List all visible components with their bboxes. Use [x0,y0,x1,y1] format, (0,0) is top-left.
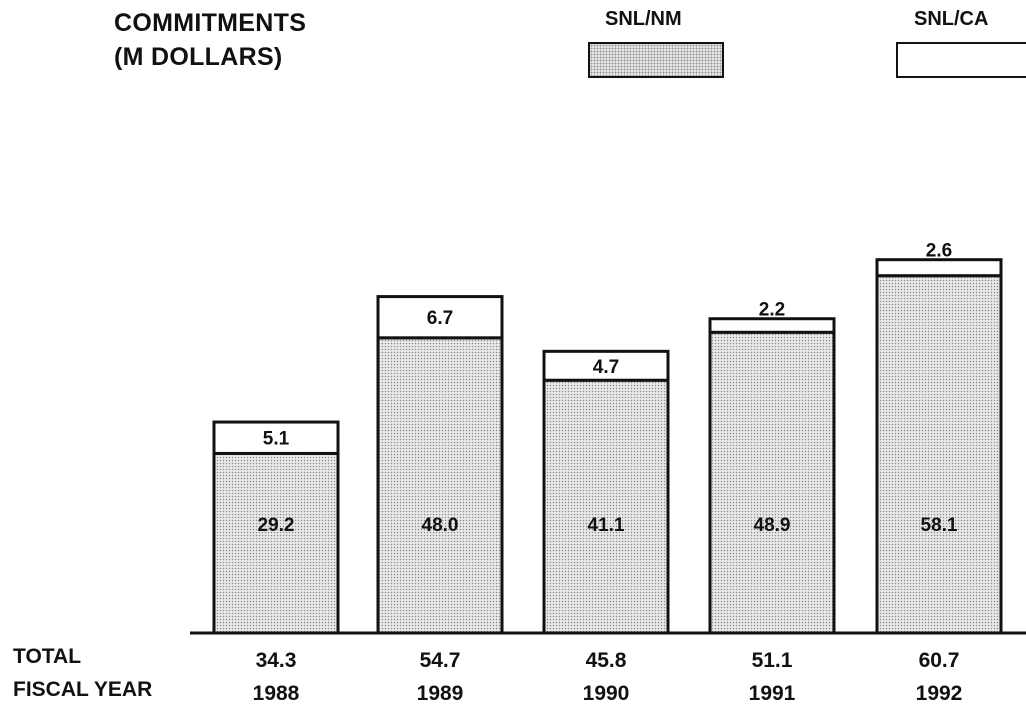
bar-snl-nm-1988 [212,451,340,635]
legend-swatch-snl-nm [588,42,724,78]
legend-label-snl-nm: SNL/NM [605,8,682,30]
legend-label-snl-ca: SNL/CA [914,8,989,30]
value-label-snl-nm-1992: 58.1 [921,515,958,536]
bar-snl-ca-1992 [875,258,1003,278]
bar-snl-nm-1990 [542,378,670,635]
fiscal-year-label-1991: 1991 [749,682,796,705]
chart-title-line-2: (M DOLLARS) [114,43,283,71]
bar-snl-ca-1991 [708,317,836,334]
value-label-snl-ca-1991: 2.2 [759,300,785,321]
chart-title: COMMITMENTS (M DOLLARS) [114,6,306,74]
bar-snl-nm-1991 [708,330,836,635]
value-label-snl-nm-1988: 29.2 [258,515,295,536]
total-value-1988: 34.3 [256,649,297,672]
total-value-1991: 51.1 [752,649,793,672]
bar-snl-ca-1989 [376,295,504,340]
bar-snl-ca-1988 [212,420,340,455]
chart-title-line-1: COMMITMENTS [114,9,307,37]
bar-snl-nm-1992 [875,274,1003,635]
value-label-snl-ca-1989: 6.7 [427,308,453,329]
total-value-1990: 45.8 [586,649,627,672]
bar-snl-nm-1989 [376,336,504,635]
value-label-snl-ca-1988: 5.1 [263,429,290,450]
value-label-snl-ca-1990: 4.7 [593,357,619,378]
total-row-label: TOTAL [13,645,82,668]
value-label-snl-nm-1990: 41.1 [588,515,625,536]
total-value-1992: 60.7 [919,649,960,672]
value-label-snl-nm-1989: 48.0 [422,515,459,536]
fiscal-year-label-1989: 1989 [417,682,464,705]
value-label-snl-nm-1991: 48.9 [754,515,791,536]
fiscal-year-label-1988: 1988 [253,682,300,705]
value-label-snl-ca-1992: 2.6 [926,241,952,262]
bar-snl-ca-1990 [542,349,670,382]
legend-swatch-snl-ca [896,42,1026,78]
fiscal-year-label-1990: 1990 [583,682,630,705]
total-value-1989: 54.7 [420,649,461,672]
fiscal-year-row-label: FISCAL YEAR [13,678,153,701]
fiscal-year-label-1992: 1992 [916,682,963,705]
